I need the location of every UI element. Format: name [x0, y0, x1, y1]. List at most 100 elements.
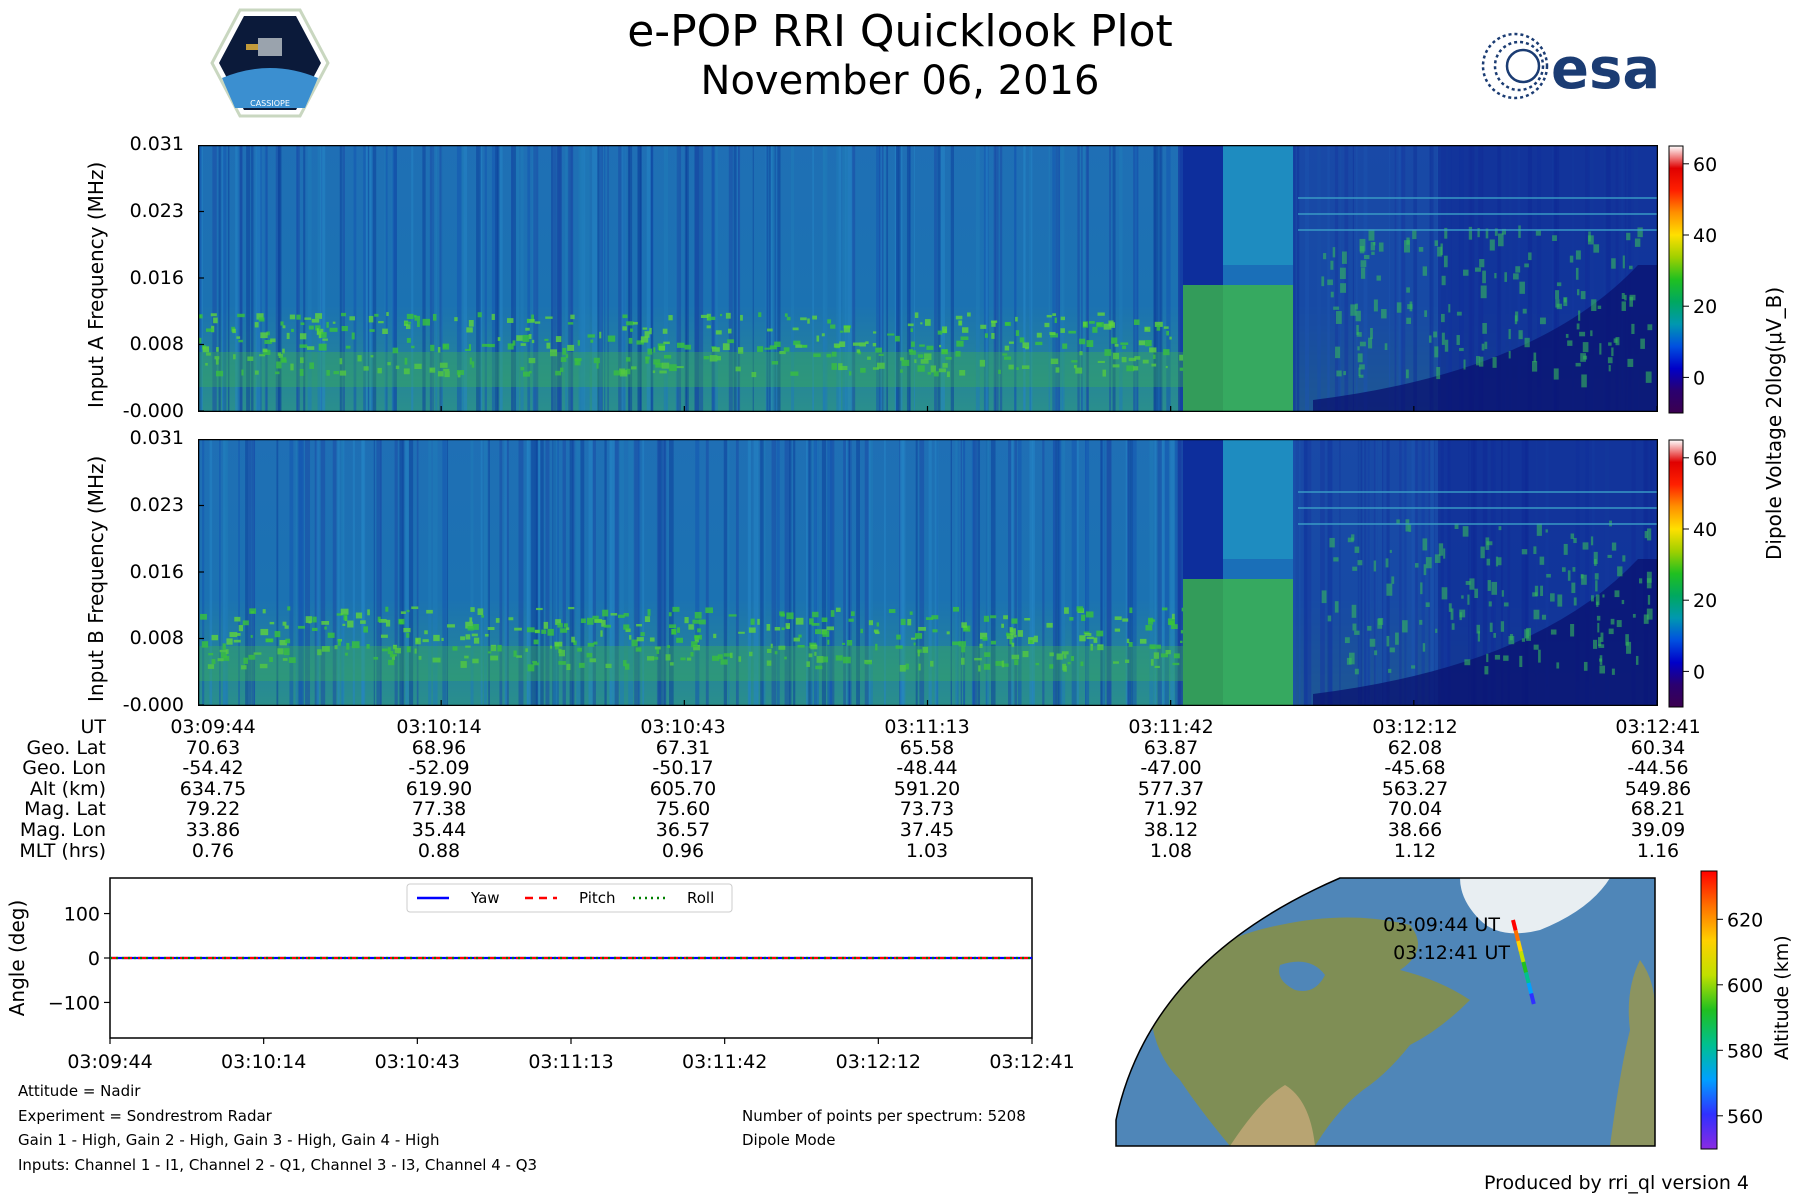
colorbar-label: Dipole Voltage 20log(μV_B)	[1762, 286, 1786, 560]
x-tick-label: 03:09:44	[67, 1051, 152, 1073]
x-tick-label: 03:11:42	[682, 1051, 767, 1073]
plot-date: November 06, 2016	[700, 58, 1100, 104]
ephemeris-value: 03:10:14	[396, 716, 482, 738]
altitude-colorbar-label: Altitude (km)	[1771, 935, 1793, 1060]
colorbar-tick-label: 60	[1693, 448, 1717, 470]
colorbar-gradient	[1700, 870, 1718, 1150]
ephemeris-value: -48.44	[896, 757, 958, 780]
colorbar-tick-label: 600	[1727, 975, 1763, 997]
input-a-ytick: 0.016	[129, 267, 184, 289]
colorbar-tick-label: 0	[1693, 661, 1705, 683]
greenland-landmass	[1460, 878, 1610, 934]
ephemeris-value: 38.12	[1143, 819, 1199, 841]
attitude-ylabel: Angle (deg)	[5, 900, 29, 1017]
esa-logo-text: esa	[1551, 37, 1660, 102]
ephemeris-value: -54.42	[182, 757, 244, 780]
colorbar-tick-label: 40	[1693, 519, 1717, 541]
x-tick-label: 03:10:14	[221, 1051, 306, 1073]
satellite-icon	[258, 38, 282, 56]
ephemeris-value: 1.12	[1393, 839, 1437, 862]
trajectory-segment	[1524, 972, 1531, 984]
trajectory-segment	[1513, 930, 1521, 942]
ephemeris-value: 77.38	[411, 798, 467, 821]
input-a-ytick: 0.008	[129, 333, 184, 355]
ephemeris-value: 62.08	[1387, 736, 1443, 759]
ephemeris-value: 1.16	[1636, 839, 1680, 862]
ephemeris-value: 75.60	[655, 798, 711, 821]
input-b-ytick: 0.008	[129, 627, 184, 649]
trajectory-segment	[1526, 982, 1534, 994]
colorbar-tick-label: 20	[1693, 590, 1717, 612]
colorbar-tick-label: 560	[1727, 1106, 1763, 1128]
ephemeris-value: 38.66	[1387, 819, 1443, 841]
trajectory-segment	[1518, 951, 1526, 963]
x-tick-label: 03:11:13	[528, 1051, 613, 1073]
ephemeris-value: -44.56	[1627, 757, 1689, 780]
ephemeris-value: 03:09:44	[170, 716, 256, 738]
x-tick-label: 03:10:43	[375, 1051, 460, 1073]
ephemeris-table: UT Geo. Lat Geo. Lon Alt (km) Mag. Lat Mag. L…	[0, 716, 1800, 866]
colorbar-tick-label: 620	[1727, 909, 1763, 931]
ephemeris-row-label: Alt (km)	[29, 777, 106, 800]
ephemeris-row-label: Geo. Lon	[22, 757, 106, 780]
ephemeris-value: 03:12:12	[1372, 716, 1458, 738]
ephemeris-value: 03:10:43	[640, 716, 726, 738]
ephemeris-value: 70.63	[185, 736, 241, 759]
input-b-colorbar: 60 40 20 0	[1668, 439, 1717, 708]
north-america-landmass	[1150, 917, 1470, 1146]
trajectory-start-label: 03:09:44 UT	[1383, 914, 1500, 936]
input-a-colorbar: 60 40 20 0	[1668, 145, 1717, 414]
orbit-map: 03:09:44 UT 03:12:41 UT	[1115, 877, 1656, 1147]
ephemeris-value: 0.96	[661, 839, 705, 862]
page-title: e-POP RRI Quicklook Plot	[627, 6, 1173, 57]
input-b-spectrogram	[198, 439, 1658, 706]
hudson-bay	[1279, 961, 1325, 991]
ephemeris-value: -47.00	[1140, 757, 1202, 780]
x-tick-label: 03:12:12	[836, 1051, 921, 1073]
ephemeris-value: 73.73	[899, 798, 955, 821]
trajectory-segment	[1529, 993, 1536, 1005]
input-b-ytick: 0.031	[129, 427, 184, 449]
ephemeris-value: 71.92	[1143, 798, 1199, 821]
esa-logo: esa	[1481, 32, 1660, 102]
mode-note: Dipole Mode	[742, 1131, 836, 1149]
ephemeris-row-label: MLT (hrs)	[19, 839, 106, 862]
ephemeris-value: 67.31	[655, 736, 711, 759]
ephemeris-value: 0.88	[417, 839, 461, 862]
legend-label: Yaw	[470, 889, 500, 907]
ephemeris-row-label: Mag. Lon	[19, 819, 106, 841]
legend-label: Pitch	[579, 889, 616, 907]
attitude-plot: 100 0 −100 Angle (deg) 03:09:44 03:10:14 03:10…	[5, 877, 1075, 1073]
input-a-spectrogram	[198, 145, 1658, 412]
gains-note: Gain 1 - High, Gain 2 - High, Gain 3 - H…	[18, 1131, 440, 1149]
ephemeris-value: 63.87	[1143, 736, 1199, 759]
ephemeris-value: 03:11:42	[1128, 716, 1214, 738]
ephemeris-row-label: UT	[80, 716, 106, 738]
y-tick-label: 0	[88, 948, 100, 970]
ephemeris-row-label: Mag. Lat	[24, 798, 106, 821]
input-a-ytick: 0.023	[129, 200, 184, 222]
colorbar-gradient	[1668, 439, 1684, 708]
y-tick-label: −100	[48, 992, 100, 1014]
colorbar-gradient	[1668, 145, 1684, 414]
ephemeris-value: 03:11:13	[884, 716, 970, 738]
ephemeris-value: 39.09	[1630, 819, 1686, 841]
points-note: Number of points per spectrum: 5208	[742, 1107, 1026, 1125]
ephemeris-value: 60.34	[1630, 736, 1686, 759]
ephemeris-value: -45.68	[1384, 757, 1446, 780]
experiment-note: Experiment = Sondrestrom Radar	[18, 1107, 272, 1125]
desert-region	[1230, 1085, 1315, 1146]
ephemeris-value: 36.57	[655, 819, 711, 841]
cassiope-mission-logo: CASSIOPE	[210, 8, 330, 118]
trajectory-segment	[1516, 940, 1523, 952]
trajectory-end-label: 03:12:41 UT	[1393, 942, 1510, 964]
y-tick-label: 100	[64, 904, 100, 926]
legend-box	[406, 883, 733, 913]
ephemeris-value: 591.20	[893, 777, 961, 800]
altitude-colorbar: 620 600 580 560 Altitude (km)	[1700, 870, 1793, 1150]
input-b-ytick: 0.023	[129, 494, 184, 516]
ephemeris-value: 577.37	[1137, 777, 1205, 800]
input-b-ytick: 0.016	[129, 561, 184, 583]
input-a-ytick: 0.031	[129, 133, 184, 155]
map-border	[1115, 877, 1656, 1147]
